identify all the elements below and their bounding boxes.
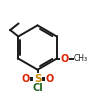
Text: S: S [34, 74, 41, 84]
Text: O: O [61, 54, 69, 64]
Text: CH₃: CH₃ [74, 54, 88, 63]
Text: O: O [22, 74, 30, 84]
Text: Cl: Cl [32, 83, 43, 93]
Text: O: O [45, 74, 53, 84]
